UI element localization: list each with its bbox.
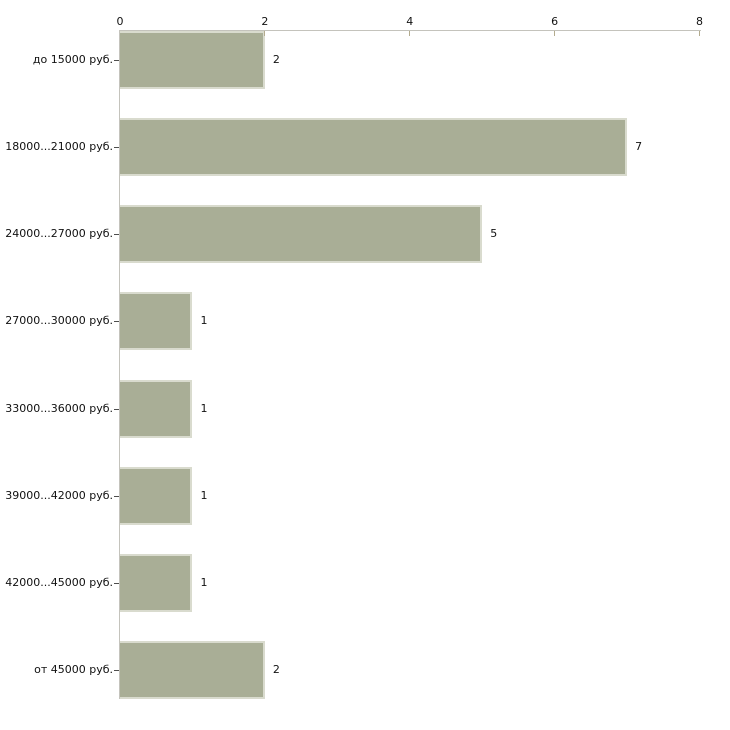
category-label: 18000...21000 руб. bbox=[5, 140, 113, 154]
category-label: 42000...45000 руб. bbox=[5, 575, 113, 589]
category-tick-mark bbox=[114, 321, 119, 323]
category-label: 33000...36000 руб. bbox=[5, 401, 113, 415]
x-axis-tick-mark bbox=[698, 31, 700, 36]
category-tick-mark bbox=[114, 582, 119, 584]
x-axis-tick-label: 4 bbox=[406, 15, 414, 28]
category-tick-mark bbox=[114, 408, 119, 410]
x-axis-tick-mark bbox=[263, 31, 265, 36]
bar bbox=[120, 205, 483, 264]
value-label: 2 bbox=[272, 53, 280, 66]
x-axis-tick-label: 8 bbox=[696, 15, 703, 28]
category-tick-mark bbox=[114, 147, 119, 149]
category-tick-mark bbox=[114, 234, 119, 236]
bar bbox=[120, 466, 193, 525]
category-label: 39000...42000 руб. bbox=[5, 488, 113, 502]
bar bbox=[120, 640, 265, 699]
category-tick-mark bbox=[114, 495, 119, 497]
x-axis-tick-label: 0 bbox=[116, 15, 124, 28]
bar bbox=[120, 292, 193, 351]
category-tick-mark bbox=[114, 60, 119, 61]
bar bbox=[120, 553, 193, 612]
x-axis-tick-label: 2 bbox=[261, 15, 269, 28]
x-axis-tick-label: 6 bbox=[551, 15, 559, 28]
value-label: 1 bbox=[200, 314, 208, 328]
x-axis-tick-mark bbox=[408, 31, 410, 36]
x-axis-line bbox=[119, 30, 701, 31]
bar bbox=[120, 379, 193, 438]
category-label: от 45000 руб. bbox=[34, 662, 113, 676]
x-axis-tick-mark bbox=[553, 31, 555, 36]
value-label: 1 bbox=[200, 488, 208, 502]
category-label: 27000...30000 руб. bbox=[5, 314, 113, 328]
category-label: 24000...27000 руб. bbox=[5, 227, 113, 241]
value-label: 2 bbox=[272, 662, 280, 676]
category-tick-mark bbox=[114, 669, 119, 671]
value-label: 1 bbox=[200, 401, 208, 415]
value-label: 1 bbox=[200, 575, 208, 589]
bar bbox=[120, 118, 628, 177]
category-label: до 15000 руб. bbox=[32, 53, 113, 66]
bar bbox=[120, 31, 265, 89]
y-axis-line bbox=[119, 30, 120, 699]
value-label: 5 bbox=[490, 227, 498, 241]
value-label: 7 bbox=[635, 140, 643, 154]
